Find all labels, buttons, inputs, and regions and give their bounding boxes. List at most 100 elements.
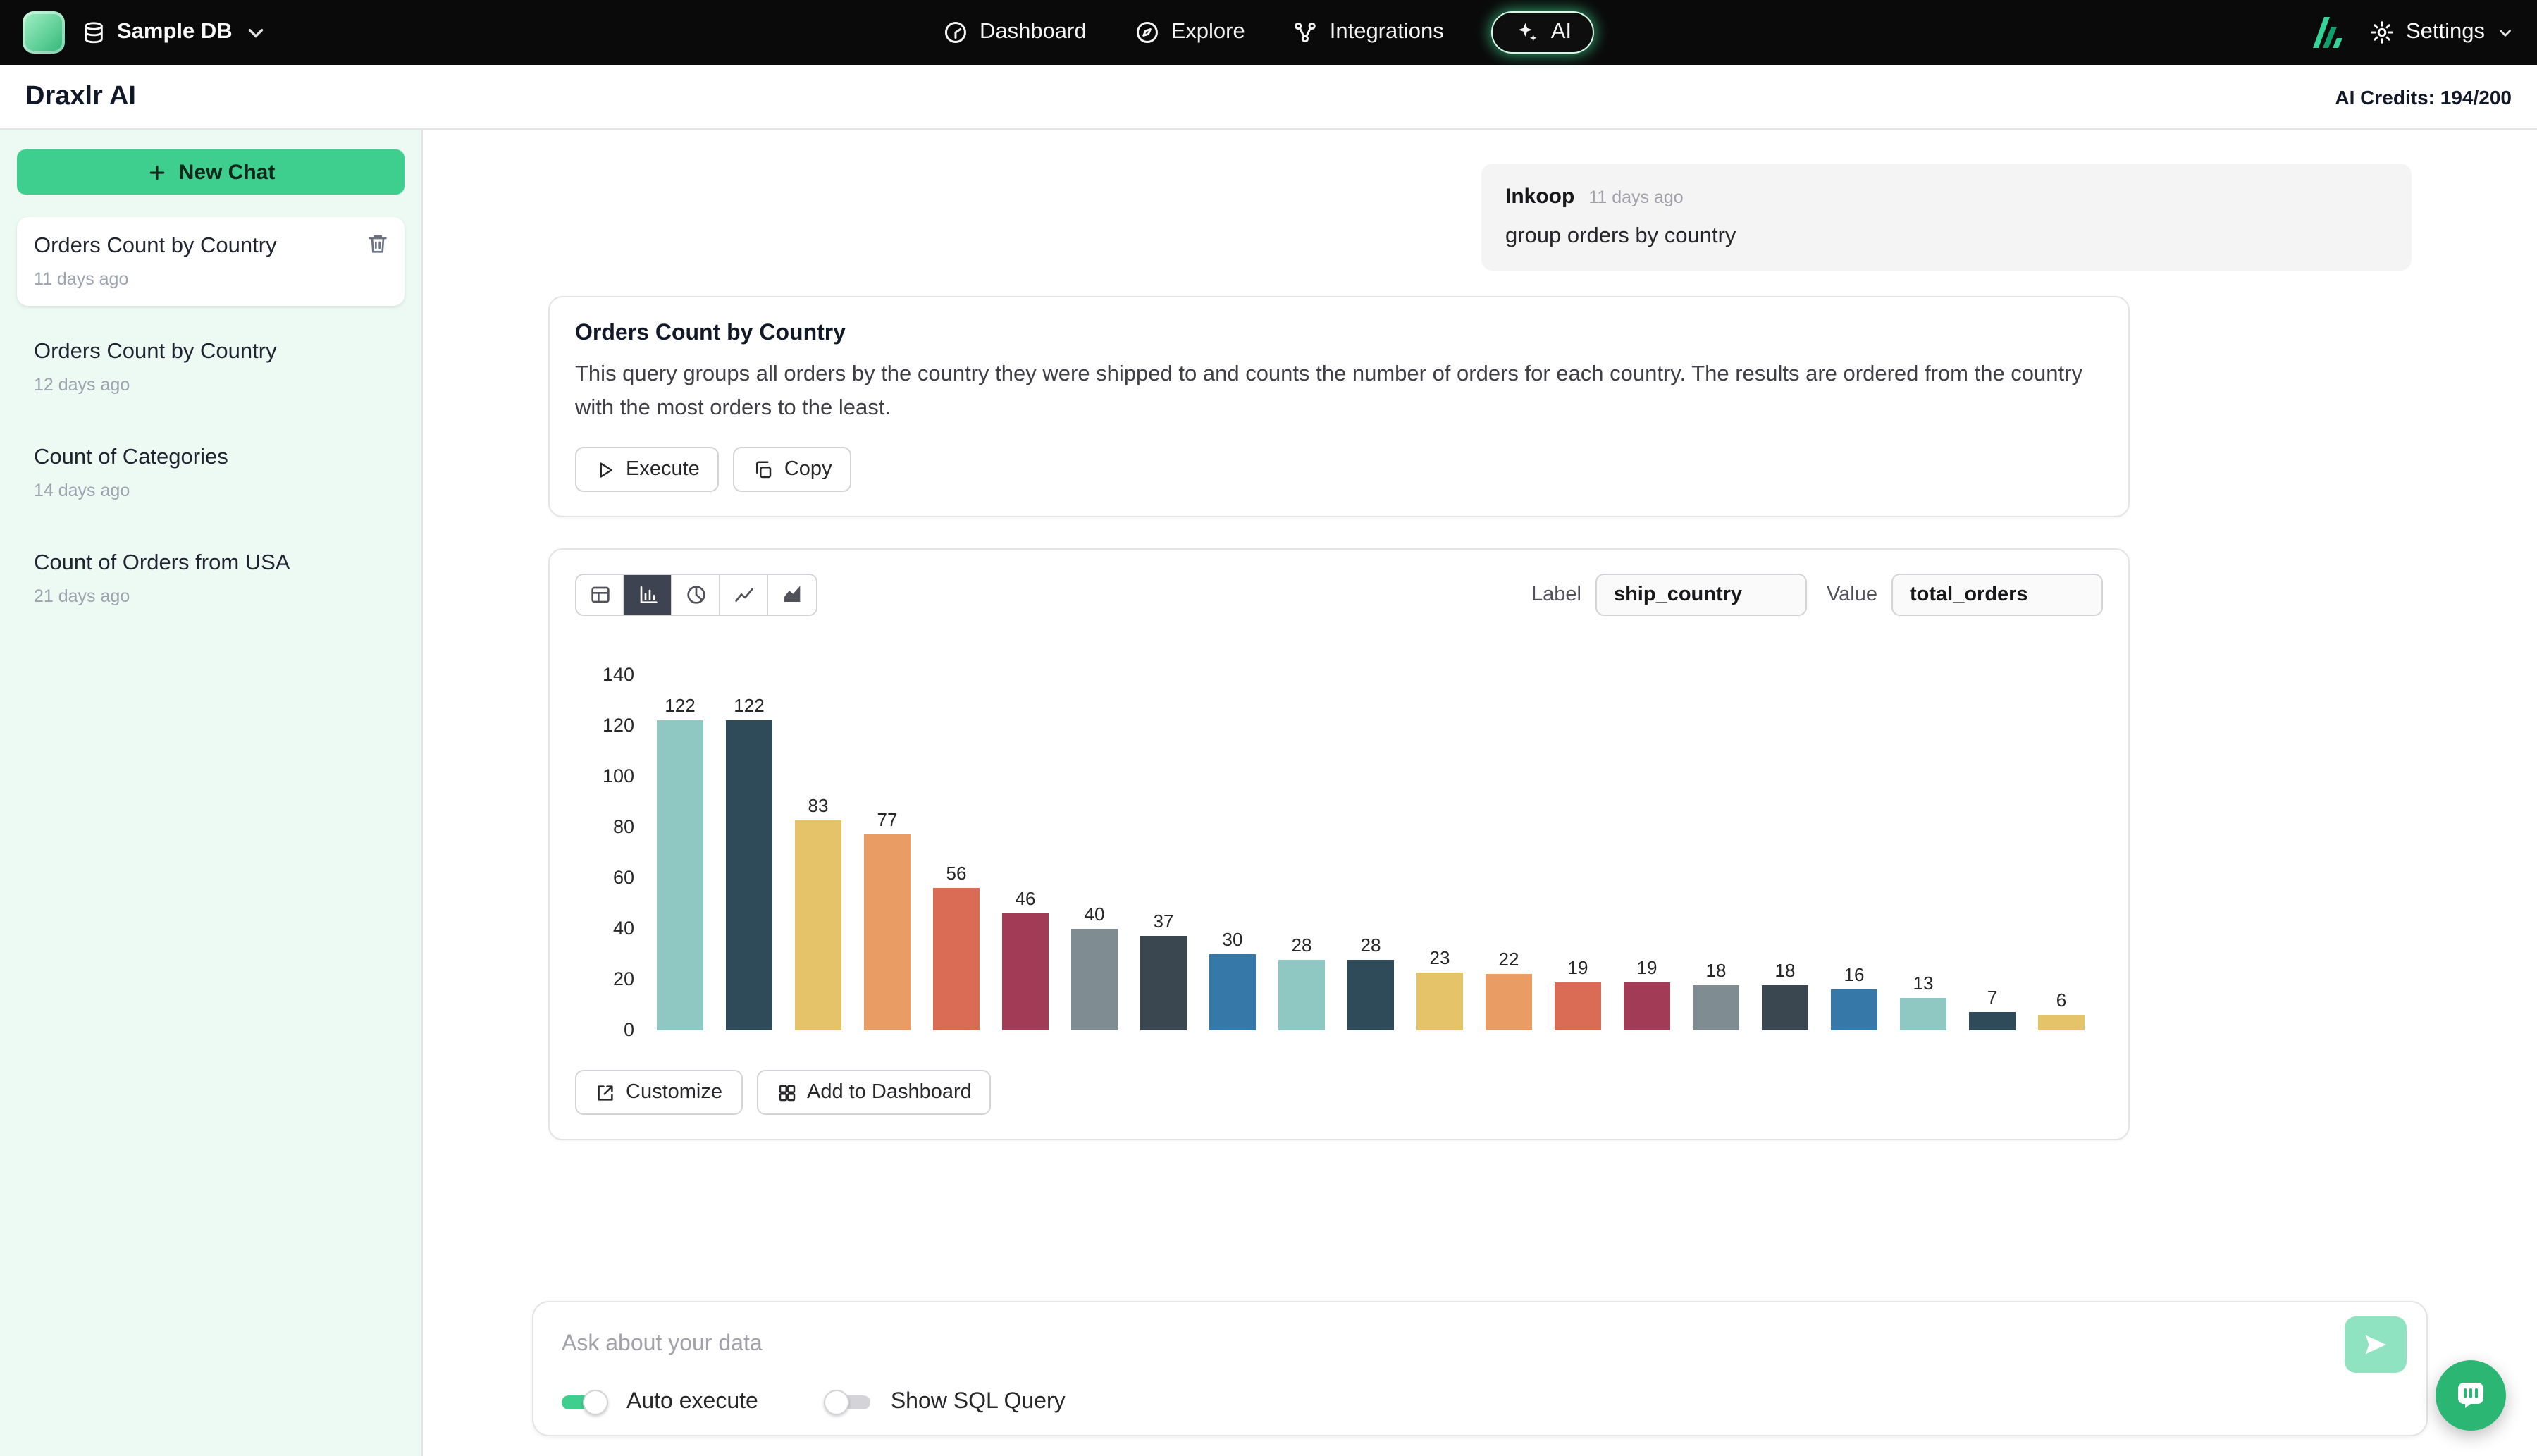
- add-to-dashboard-button[interactable]: Add to Dashboard: [756, 1070, 992, 1116]
- query-title: Orders Count by Country: [575, 321, 846, 345]
- new-chat-button[interactable]: New Chat: [17, 149, 405, 195]
- chart-type-line-button[interactable]: [720, 575, 768, 615]
- chart-type-area-button[interactable]: [768, 575, 816, 615]
- bar[interactable]: 16: [1831, 964, 1877, 1031]
- show-sql-label: Show SQL Query: [890, 1390, 1066, 1414]
- chat-item-title: Count of Orders from USA: [34, 551, 290, 575]
- nav-label-integrations: Integrations: [1329, 20, 1444, 44]
- chart-type-pie-button[interactable]: [672, 575, 720, 615]
- auto-execute-label: Auto execute: [626, 1390, 758, 1414]
- bar[interactable]: 83: [795, 794, 841, 1031]
- chat-item-title: Orders Count by Country: [34, 340, 277, 364]
- show-sql-switch[interactable]: [824, 1390, 871, 1415]
- brand-mark-icon: [2312, 17, 2342, 48]
- chat-main-area: Inkoop 11 days ago group orders by count…: [423, 130, 2537, 1456]
- bar-value-label: 18: [1774, 959, 1796, 981]
- app-logo[interactable]: [23, 11, 65, 54]
- database-selector[interactable]: Sample DB: [82, 20, 268, 45]
- external-link-icon: [598, 1085, 613, 1100]
- y-axis-tick: 80: [612, 816, 634, 838]
- bar[interactable]: 22: [1486, 949, 1532, 1031]
- bar-chart: 0 20 40 60 80 100 120 140 122 122 83 77 56 46 40 37 30 2…: [575, 664, 2103, 1040]
- area-chart-icon: [784, 586, 801, 603]
- bar-value-label: 7: [1987, 987, 1998, 1008]
- bar[interactable]: 122: [726, 696, 772, 1031]
- bar[interactable]: 18: [1693, 959, 1739, 1031]
- bar[interactable]: 6: [2038, 989, 2085, 1031]
- execute-label: Execute: [626, 458, 700, 481]
- bar-value-label: 19: [1636, 956, 1658, 978]
- nav-item-dashboard[interactable]: Dashboard: [943, 20, 1087, 45]
- y-axis-tick: 20: [612, 968, 634, 990]
- bar[interactable]: 13: [1900, 972, 1946, 1031]
- chart-type-table-button[interactable]: [576, 575, 624, 615]
- line-chart-icon: [734, 588, 753, 603]
- play-icon: [600, 462, 612, 477]
- value-column-select[interactable]: total_orders: [1891, 574, 2103, 617]
- bar[interactable]: 46: [1002, 888, 1049, 1031]
- bar[interactable]: 28: [1278, 934, 1325, 1031]
- bar[interactable]: 122: [657, 695, 703, 1031]
- database-icon: [85, 21, 103, 43]
- gear-icon: [2371, 21, 2393, 44]
- query-description: This query groups all orders by the coun…: [575, 362, 2082, 421]
- bar[interactable]: 19: [1624, 956, 1670, 1031]
- user-message-author: Inkoop: [1505, 185, 1575, 209]
- customize-button[interactable]: Customize: [575, 1070, 742, 1116]
- auto-execute-toggle[interactable]: Auto execute: [562, 1390, 758, 1415]
- bar-value-label: 6: [2056, 989, 2067, 1011]
- bar-value-label: 83: [808, 794, 829, 816]
- bar[interactable]: 23: [1416, 946, 1463, 1031]
- chart-bars: 122 122 83 77 56 46 40 37 30 28 28 23 22 19 19 18 18 16 13…: [657, 695, 2085, 1031]
- user-message-text: group orders by country: [1505, 224, 1736, 248]
- top-navbar: Sample DB Dashboard Explore Integrations…: [0, 0, 2537, 65]
- nav-item-explore[interactable]: Explore: [1135, 20, 1245, 45]
- bar[interactable]: 28: [1347, 934, 1394, 1031]
- page-header: Draxlr AI AI Credits: 194/200: [0, 65, 2537, 130]
- chevron-down-icon: [2500, 29, 2511, 37]
- bar[interactable]: 37: [1140, 911, 1187, 1031]
- user-message-time: 11 days ago: [1588, 187, 1684, 206]
- support-chat-launcher[interactable]: [2436, 1360, 2506, 1431]
- delete-chat-icon[interactable]: [366, 233, 389, 255]
- ask-data-input[interactable]: [553, 1308, 2345, 1381]
- copy-label: Copy: [784, 458, 832, 481]
- chat-history-item[interactable]: Orders Count by Country 11 days ago: [17, 217, 405, 306]
- label-column-select[interactable]: ship_country: [1595, 574, 1807, 617]
- show-sql-toggle[interactable]: Show SQL Query: [824, 1390, 1066, 1415]
- send-button[interactable]: [2345, 1316, 2407, 1373]
- bar-value-label: 122: [665, 695, 696, 717]
- bar[interactable]: 30: [1209, 929, 1256, 1031]
- bar-value-label: 13: [1913, 972, 1934, 994]
- settings-label: Settings: [2405, 20, 2485, 44]
- composer: Auto execute Show SQL Query: [532, 1301, 2428, 1436]
- chat-history-item[interactable]: Count of Orders from USA 21 days ago: [17, 534, 405, 623]
- bar[interactable]: 40: [1071, 903, 1118, 1031]
- settings-menu[interactable]: Settings: [2369, 20, 2514, 45]
- chart-y-axis: 0 20 40 60 80 100 120 140: [578, 664, 634, 1040]
- ai-sparkle-icon: [1519, 23, 1538, 42]
- ai-credits-badge: AI Credits: 194/200: [2335, 85, 2512, 108]
- dashboard-icon: [944, 22, 966, 43]
- copy-button[interactable]: Copy: [733, 447, 852, 493]
- execute-button[interactable]: Execute: [575, 447, 720, 493]
- chat-history-item[interactable]: Orders Count by Country 12 days ago: [17, 323, 405, 412]
- bar-value-label: 22: [1498, 949, 1519, 970]
- nav-item-integrations[interactable]: Integrations: [1293, 20, 1444, 45]
- nav-item-ai[interactable]: AI: [1491, 11, 1595, 54]
- customize-label: Customize: [626, 1081, 722, 1104]
- auto-execute-switch[interactable]: [562, 1390, 608, 1415]
- bar[interactable]: 7: [1969, 987, 2016, 1031]
- pie-chart-icon: [686, 586, 705, 604]
- bar[interactable]: 19: [1555, 957, 1601, 1031]
- toggle-knob: [824, 1390, 850, 1415]
- copy-icon: [756, 460, 772, 478]
- explore-compass-icon: [1136, 22, 1158, 43]
- bar[interactable]: 56: [933, 863, 980, 1031]
- chart-type-bar-button[interactable]: [624, 575, 672, 615]
- bar[interactable]: 77: [864, 810, 911, 1031]
- nav-label-dashboard: Dashboard: [979, 20, 1087, 44]
- chart-type-switcher: [575, 574, 817, 617]
- bar[interactable]: 18: [1762, 959, 1808, 1031]
- chat-history-item[interactable]: Count of Categories 14 days ago: [17, 428, 405, 517]
